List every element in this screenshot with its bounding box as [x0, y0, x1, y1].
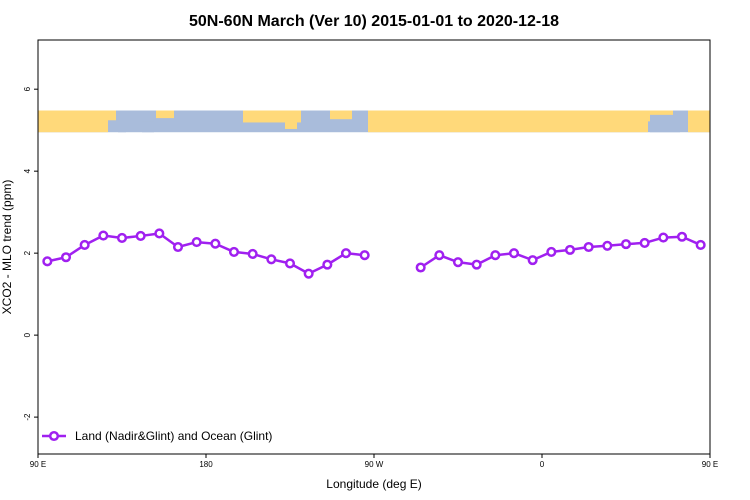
map-band-land — [156, 110, 174, 119]
legend-marker — [48, 430, 60, 442]
y-tick-label: 2 — [23, 250, 32, 255]
map-band-land — [330, 110, 352, 120]
x-tick-label: 90 E — [30, 460, 46, 469]
map-band-water — [650, 114, 680, 133]
map-band-water — [118, 117, 126, 133]
data-point — [210, 238, 221, 249]
data-point — [172, 241, 184, 253]
data-point — [116, 232, 128, 244]
data-point — [620, 239, 632, 250]
map-band-water — [142, 121, 154, 133]
y-axis: -2 0 2 4 6 — [23, 86, 38, 421]
legend: Land (Nadir&Glint) and Ocean (Glint) — [42, 429, 272, 443]
data-point — [247, 248, 258, 260]
data-point — [602, 240, 613, 251]
data-point — [434, 250, 445, 261]
world-map-band — [38, 110, 710, 133]
data-point — [228, 246, 240, 257]
y-tick-label: 6 — [23, 86, 32, 91]
data-point — [98, 230, 109, 241]
data-point — [695, 239, 706, 251]
x-axis: 90 E 180 90 W 0 90 E — [30, 454, 718, 469]
data-point — [639, 237, 650, 248]
y-tick-label: -2 — [23, 413, 32, 421]
data-point — [322, 259, 333, 270]
map-band-land — [368, 110, 648, 133]
series-line — [47, 232, 365, 275]
data-point — [508, 248, 520, 259]
data-point — [79, 239, 90, 251]
data-point — [471, 259, 482, 270]
series-line — [419, 235, 702, 269]
y-axis-label: XCO2 - MLO trend (ppm) — [0, 180, 14, 315]
data-point — [564, 244, 576, 255]
data-point — [42, 256, 53, 267]
data-point — [359, 250, 370, 261]
data-point — [191, 237, 202, 248]
data-point — [676, 231, 688, 242]
x-tick-label: 180 — [199, 460, 213, 469]
data-point — [340, 248, 352, 259]
data-point — [452, 257, 464, 268]
data-point — [266, 254, 277, 265]
data-point — [546, 246, 557, 257]
data-point — [303, 268, 314, 279]
map-band-land — [285, 120, 297, 129]
x-tick-label: 90 E — [702, 460, 718, 469]
map-band-land — [108, 110, 116, 121]
data-point — [154, 228, 165, 239]
data-point — [284, 258, 296, 269]
data-point — [415, 262, 426, 273]
data-point — [490, 250, 501, 261]
x-axis-label: Longitude (deg E) — [326, 477, 421, 491]
map-band-land — [38, 110, 108, 133]
map-band-land — [688, 110, 710, 133]
data-point — [527, 255, 538, 266]
data-point — [583, 241, 594, 253]
series-layer — [42, 228, 706, 279]
x-tick-label: 0 — [540, 460, 545, 469]
x-tick-label: 90 W — [365, 460, 384, 469]
data-point — [135, 230, 146, 241]
y-tick-label: 4 — [23, 168, 32, 173]
data-point — [658, 232, 669, 243]
chart-title: 50N-60N March (Ver 10) 2015-01-01 to 202… — [189, 13, 559, 30]
map-band-land — [243, 110, 301, 123]
legend-label: Land (Nadir&Glint) and Ocean (Glint) — [75, 429, 272, 443]
y-tick-label: 0 — [23, 332, 32, 337]
data-point — [60, 252, 72, 263]
map-band-water — [354, 114, 366, 128]
